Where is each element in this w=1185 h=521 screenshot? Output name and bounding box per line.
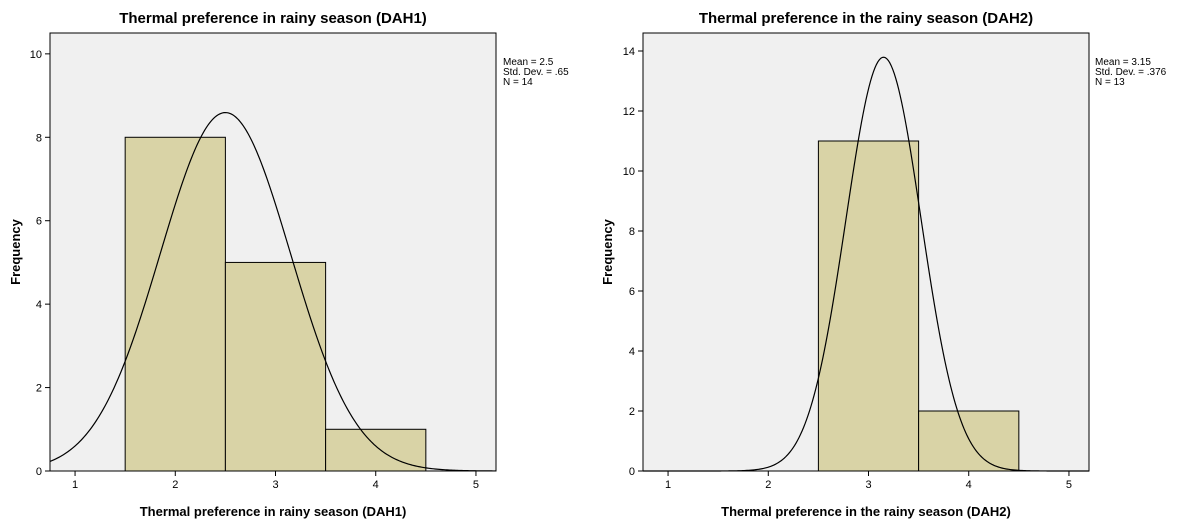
x-axis-title: Thermal preference in rainy season (DAH1… xyxy=(140,504,407,519)
histogram-bar xyxy=(817,140,920,472)
x-tick-label: 4 xyxy=(373,479,379,491)
y-tick-label: 6 xyxy=(36,216,42,228)
x-tick-label: 1 xyxy=(72,479,78,491)
x-tick-label: 5 xyxy=(1066,479,1072,491)
stat-line: Mean = 2.5 xyxy=(503,57,554,68)
y-tick-label: 12 xyxy=(623,106,635,118)
x-tick-label: 1 xyxy=(665,479,671,491)
y-tick-label: 4 xyxy=(36,299,42,311)
x-axis-title: Thermal preference in the rainy season (… xyxy=(721,504,1011,519)
y-tick-label: 8 xyxy=(629,226,635,238)
y-tick-label: 2 xyxy=(629,406,635,418)
x-tick-label: 2 xyxy=(172,479,178,491)
y-axis-title: Frequency xyxy=(8,218,23,285)
y-axis-title: Frequency xyxy=(600,218,615,285)
stat-line: N = 13 xyxy=(1095,77,1125,88)
x-tick-label: 5 xyxy=(473,479,479,491)
x-tick-label: 3 xyxy=(865,479,871,491)
histogram-bar xyxy=(224,261,327,472)
x-tick-label: 4 xyxy=(966,479,972,491)
x-tick-label: 3 xyxy=(272,479,278,491)
y-tick-label: 0 xyxy=(36,466,42,478)
normal-curve xyxy=(49,111,497,472)
y-tick-label: 10 xyxy=(30,49,42,61)
stat-line: Mean = 3.15 xyxy=(1095,57,1151,68)
x-tick-label: 2 xyxy=(765,479,771,491)
y-tick-label: 4 xyxy=(629,346,635,358)
y-tick-label: 0 xyxy=(629,466,635,478)
chart-title: Thermal preference in the rainy season (… xyxy=(699,10,1033,27)
stat-line: Std. Dev. = .376 xyxy=(1095,67,1167,78)
stat-line: Std. Dev. = .65 xyxy=(503,67,569,78)
chart-title: Thermal preference in rainy season (DAH1… xyxy=(119,10,427,27)
y-tick-label: 2 xyxy=(36,383,42,395)
y-tick-label: 14 xyxy=(623,46,635,58)
y-tick-label: 10 xyxy=(623,166,635,178)
y-tick-label: 6 xyxy=(629,286,635,298)
histogram-bar xyxy=(124,136,226,472)
histogram-bar xyxy=(918,410,1020,472)
stat-line: N = 14 xyxy=(503,77,533,88)
normal-curve xyxy=(643,56,1089,472)
y-tick-label: 8 xyxy=(36,132,42,144)
